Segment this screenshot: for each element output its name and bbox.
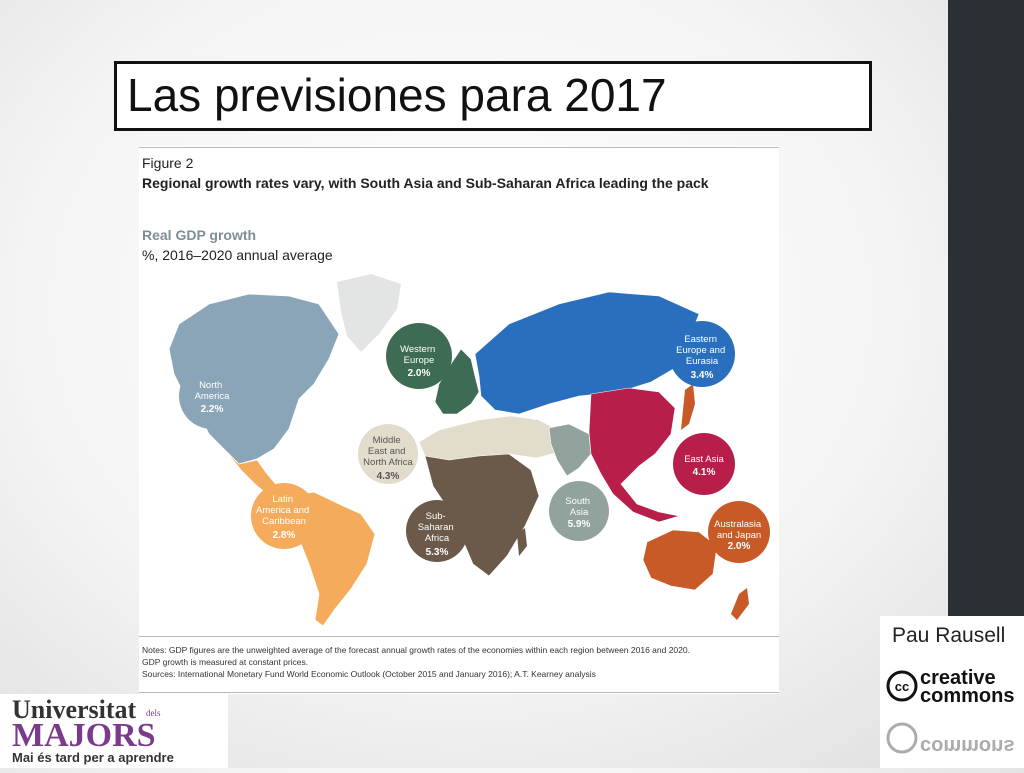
notes-line-2: GDP growth is measured at constant price… xyxy=(142,657,309,667)
madagascar-shape xyxy=(517,528,527,556)
figure-heading: Regional growth rates vary, with South A… xyxy=(142,175,709,191)
author-box: Pau Rausell xyxy=(880,616,1024,658)
region-value-south-asia: 5.9% xyxy=(568,519,591,530)
region-bubble-eastern-europe-eurasia: Eastern Europe and Eurasia 3.4% xyxy=(669,321,735,387)
region-name-western-europe: Western Europe xyxy=(400,344,438,366)
creative-commons-badge: cc creative commons commons xyxy=(880,658,1024,768)
slide-title: Las previsiones para 2017 xyxy=(127,69,667,121)
cc-reflection-text: commons xyxy=(920,735,1014,757)
notes-line-1: Notes: GDP figures are the unweighted av… xyxy=(142,645,690,655)
cc-line-1: creative xyxy=(920,667,996,689)
region-value-latin-america: 2.8% xyxy=(273,530,296,541)
universitat-dels-majors-logo: Universitat dels MAJORS Mai és tard per … xyxy=(0,694,228,768)
metric-title: Real GDP growth xyxy=(142,227,257,243)
region-bubble-middle-east-north-africa: Middle East and North Africa 4.3% xyxy=(358,424,418,484)
region-name-middle-east-north-africa: Middle East and North Africa xyxy=(363,435,413,468)
world-map: North America 2.2% Western Europe 2.0% E… xyxy=(168,274,770,627)
region-value-australasia-japan: 2.0% xyxy=(728,541,751,552)
east-asia-shape xyxy=(588,387,680,523)
region-value-eastern-europe-eurasia: 3.4% xyxy=(691,370,714,381)
region-bubble-latin-america: Latin America and Caribbean 2.8% xyxy=(251,483,317,549)
region-name-north-america: North America xyxy=(195,380,231,402)
south-asia-shape xyxy=(548,423,592,477)
australia-shape xyxy=(642,529,718,591)
logo-dels: dels xyxy=(146,708,161,718)
region-bubble-western-europe: Western Europe 2.0% xyxy=(386,323,452,389)
region-bubble-australasia-japan: Australasia and Japan 2.0% xyxy=(708,501,770,563)
logo-line-2: MAJORS xyxy=(12,717,156,754)
region-bubble-north-america: North America 2.2% xyxy=(179,363,245,429)
region-bubble-east-asia: East Asia 4.1% xyxy=(673,433,735,495)
logo-tagline: Mai és tard per a aprendre xyxy=(12,750,174,765)
notes-line-3: Sources: International Monetary Fund Wor… xyxy=(142,669,596,679)
bottom-rule xyxy=(139,692,779,693)
region-name-south-asia: South Asia xyxy=(565,496,592,518)
metric-subtitle: %, 2016–2020 annual average xyxy=(142,247,333,263)
region-value-middle-east-north-africa: 4.3% xyxy=(377,471,400,482)
region-name-sub-saharan-africa: Sub- Saharan Africa xyxy=(418,511,457,544)
greenland-shape xyxy=(337,274,401,352)
region-value-north-america: 2.2% xyxy=(201,404,224,415)
western-europe-shape xyxy=(434,348,480,415)
eastern-europe-eurasia-shape xyxy=(474,291,700,415)
japan-shape xyxy=(681,384,695,430)
figure-panel: Figure 2 Regional growth rates vary, wit… xyxy=(139,146,779,694)
region-name-east-asia: East Asia xyxy=(684,454,724,465)
region-value-east-asia: 4.1% xyxy=(693,467,716,478)
logo-line-1: Universitat xyxy=(12,695,137,724)
notes-rule xyxy=(139,636,779,637)
region-value-western-europe: 2.0% xyxy=(408,368,431,379)
creative-commons-logo: cc creative commons commons xyxy=(886,667,1014,757)
region-bubble-south-asia: South Asia 5.9% xyxy=(549,481,609,541)
figure-notes: Notes: GDP figures are the unweighted av… xyxy=(142,644,772,680)
author-name: Pau Rausell xyxy=(892,624,1006,647)
title-box: Las previsiones para 2017 xyxy=(114,61,872,131)
top-rule xyxy=(139,147,779,148)
region-name-eastern-europe-eurasia: Eastern Europe and Eurasia xyxy=(676,334,728,367)
region-bubble-sub-saharan-africa: Sub- Saharan Africa 5.3% xyxy=(406,500,468,562)
cc-line-2: commons xyxy=(920,685,1014,707)
figure-label: Figure 2 xyxy=(142,155,194,171)
middle-east-north-africa-shape xyxy=(418,415,566,461)
region-value-sub-saharan-africa: 5.3% xyxy=(426,547,449,558)
cc-reflection: commons xyxy=(886,722,1014,757)
new-zealand-shape xyxy=(731,588,749,620)
cc-mark: cc xyxy=(895,679,909,694)
region-name-australasia-japan: Australasia and Japan xyxy=(714,519,764,541)
region-name-latin-america: Latin America and Caribbean xyxy=(256,494,312,527)
